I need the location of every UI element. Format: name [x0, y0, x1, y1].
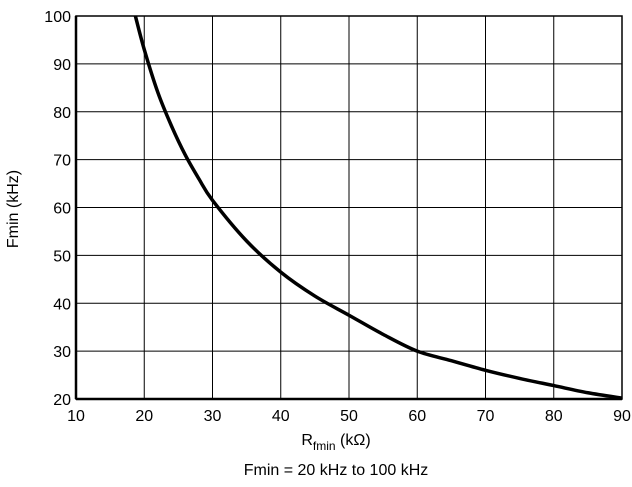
x-tick-label: 60 — [408, 408, 426, 425]
y-tick-label: 40 — [53, 296, 71, 313]
y-axis-title: Fmin (kHz) — [5, 170, 22, 248]
x-tick-label: 90 — [613, 408, 631, 425]
x-tick-label: 50 — [340, 408, 358, 425]
x-tick-label: 30 — [204, 408, 222, 425]
x-axis-title: Rfmin (kΩ) — [301, 432, 370, 453]
y-tick-label: 100 — [44, 9, 71, 26]
x-tick-label: 70 — [477, 408, 495, 425]
plot-frame — [74, 15, 623, 401]
y-tick-label: 60 — [53, 201, 71, 218]
y-tick-label: 20 — [53, 392, 71, 409]
x-tick-label: 40 — [272, 408, 290, 425]
x-axis-title-unit: (kΩ) — [336, 432, 371, 449]
y-tick-label: 90 — [53, 57, 71, 74]
y-tick-label: 80 — [53, 105, 71, 122]
y-tick-label: 70 — [53, 153, 71, 170]
x-tick-label: 20 — [135, 408, 153, 425]
y-tick-label: 30 — [53, 344, 71, 361]
y-tick-label: 50 — [53, 248, 71, 265]
grid — [75, 15, 623, 400]
series-group — [133, 15, 623, 400]
x-tick-label: 10 — [67, 408, 85, 425]
x-tick-labels: 10 20 30 40 50 60 70 80 90 — [67, 408, 631, 425]
x-tick-label: 80 — [545, 408, 563, 425]
chart-caption: Fmin = 20 kHz to 100 kHz — [244, 462, 429, 479]
series-line-0 — [133, 15, 623, 400]
y-tick-labels: 20 30 40 50 60 70 80 90 100 — [44, 9, 71, 409]
x-axis-title-subscript: fmin — [313, 439, 336, 453]
x-axis-title-main: R — [301, 432, 313, 449]
